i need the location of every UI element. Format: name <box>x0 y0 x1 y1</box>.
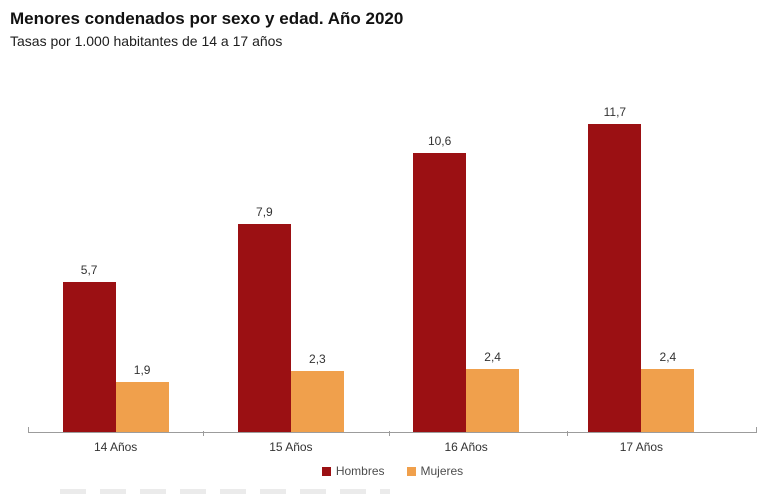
bar-hombres <box>62 282 116 432</box>
chart-header: Menores condenados por sexo y edad. Año … <box>0 0 768 49</box>
bar-hombres <box>588 124 642 432</box>
value-label: 7,9 <box>256 205 273 219</box>
axis-tick <box>756 427 757 433</box>
bar-column-mujeres: 2,4 <box>641 350 695 432</box>
x-axis-label: 15 Años <box>269 440 313 454</box>
bar-column-hombres: 7,9 <box>237 205 291 432</box>
cutoff-text-fragment <box>60 489 390 494</box>
legend-swatch-hombres <box>321 466 331 476</box>
bar-column-mujeres: 2,3 <box>290 352 344 432</box>
bar-column-hombres: 10,6 <box>413 134 467 432</box>
value-label: 1,9 <box>133 363 151 377</box>
bar-group: 5,7 1,9 <box>28 263 203 432</box>
chart-title: Menores condenados por sexo y edad. Año … <box>10 9 404 28</box>
x-axis-label: 17 Años <box>619 440 664 454</box>
bar-chart: 5,7 1,9 7,9 2,3 10,6 2,4 11,7 2,4 14 Años 15 Año… <box>28 93 757 478</box>
value-label: 10,6 <box>427 134 452 148</box>
bar-group: 10,6 2,4 <box>379 134 554 432</box>
bar-column-hombres: 11,7 <box>588 105 642 432</box>
x-axis-label: 14 Años <box>93 440 138 454</box>
value-label: 2,4 <box>659 350 677 364</box>
value-label: 11,7 <box>603 105 627 119</box>
value-label: 5,7 <box>80 263 98 277</box>
x-axis-label: 16 Años <box>444 440 488 454</box>
chart-subtitle: Tasas por 1.000 habitantes de 14 a 17 añ… <box>10 33 283 49</box>
axis-tick <box>567 431 569 436</box>
bar-column-mujeres: 1,9 <box>115 363 169 432</box>
plot-area: 5,7 1,9 7,9 2,3 10,6 2,4 11,7 2,4 <box>28 93 757 436</box>
legend-label: Hombres <box>335 464 385 478</box>
legend-item-mujeres: Mujeres <box>406 464 464 478</box>
axis-tick <box>28 427 29 433</box>
x-axis-line <box>28 432 757 433</box>
legend: Hombres Mujeres <box>28 464 757 478</box>
bar-mujeres <box>641 369 695 432</box>
bar-groups-container: 5,7 1,9 7,9 2,3 10,6 2,4 11,7 2,4 <box>28 93 729 432</box>
axis-tick <box>388 431 390 436</box>
bar-mujeres <box>115 382 169 432</box>
value-label: 2,4 <box>484 350 501 364</box>
bar-group: 11,7 2,4 <box>554 105 729 432</box>
bar-mujeres <box>466 369 520 432</box>
x-axis-labels: 14 Años 15 Años 16 Años 17 Años <box>28 433 729 454</box>
legend-item-hombres: Hombres <box>321 464 385 478</box>
bar-group: 7,9 2,3 <box>203 205 378 432</box>
legend-label: Mujeres <box>420 464 464 478</box>
bar-column-hombres: 5,7 <box>62 263 116 432</box>
axis-tick <box>202 431 204 436</box>
bar-hombres <box>413 153 467 432</box>
bar-mujeres <box>290 371 344 432</box>
bar-column-mujeres: 2,4 <box>466 350 520 432</box>
legend-swatch-mujeres <box>406 466 416 476</box>
bar-hombres <box>237 224 291 432</box>
value-label: 2,3 <box>309 352 326 366</box>
